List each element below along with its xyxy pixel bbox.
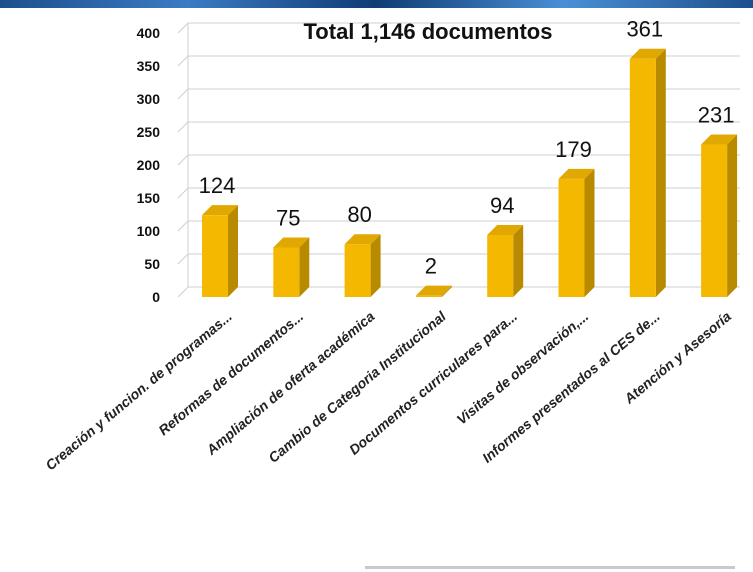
category-label: Visitas de observación,... [453, 308, 591, 427]
bar [415, 285, 452, 297]
y-tick-label: 250 [137, 124, 161, 140]
bar-side [584, 168, 595, 297]
data-label: 80 [347, 202, 371, 227]
bar-front [202, 215, 228, 297]
data-label: 2 [425, 254, 437, 279]
data-label: 361 [626, 17, 663, 42]
bar-side [441, 285, 452, 297]
bar-front [629, 58, 656, 297]
bar-side [727, 134, 738, 297]
bar-side [370, 234, 381, 297]
bar [558, 168, 595, 297]
y-axis-ticks: 0 50 100 150 200 250 300 350 400 [137, 25, 161, 305]
y-tick-label: 0 [152, 289, 160, 305]
bar-top [202, 205, 238, 216]
bar [629, 48, 666, 297]
bar [273, 237, 310, 297]
data-label: 231 [698, 103, 735, 128]
bar-top [558, 168, 595, 179]
bar-front [273, 247, 300, 297]
bar [202, 205, 238, 297]
bar-top [487, 224, 524, 235]
bar [487, 224, 524, 297]
y-tick-label: 200 [137, 157, 161, 173]
category-labels: Creación y funcion. de programas...Refor… [42, 307, 734, 473]
header-banner-strip [0, 0, 753, 8]
y-tick-label: 350 [137, 58, 161, 74]
bar-side [513, 224, 524, 297]
bar [701, 134, 738, 297]
y-tick-label: 300 [137, 91, 161, 107]
bar-top [629, 48, 666, 59]
bar-side [228, 205, 238, 297]
bars [202, 48, 738, 297]
bar-front [701, 144, 728, 297]
bar [344, 234, 381, 297]
bar-top [273, 237, 310, 248]
data-label: 179 [555, 137, 592, 162]
y-tick-label: 150 [137, 190, 161, 206]
data-labels: 124 75 80 2 94 179 361 231 [199, 17, 735, 279]
category-label: Reformas de documentos... [155, 308, 306, 438]
bar-side [655, 48, 666, 297]
gridlines [177, 22, 740, 298]
data-label: 124 [199, 173, 236, 198]
y-tick-label: 100 [137, 223, 161, 239]
bar-front [558, 178, 585, 297]
bar-top [415, 285, 452, 296]
data-label: 75 [276, 206, 300, 231]
bar-top [344, 234, 381, 245]
data-label: 94 [490, 193, 514, 218]
bar-front [487, 234, 514, 297]
bar-top [701, 134, 738, 145]
y-tick-label: 400 [137, 25, 161, 41]
footer-line [365, 566, 735, 569]
y-tick-label: 50 [144, 256, 160, 272]
bar-side [299, 237, 310, 297]
bar-front [344, 244, 371, 297]
chart-title: Total 1,146 documentos [304, 19, 553, 44]
bar-front [415, 295, 442, 297]
